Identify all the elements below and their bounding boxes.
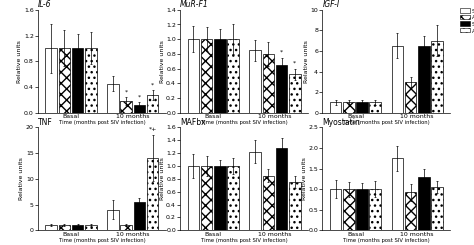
Text: TNF: TNF [38, 118, 53, 127]
Text: *+: *+ [148, 127, 157, 132]
Bar [85, 49, 97, 113]
Y-axis label: Relative units: Relative units [302, 158, 307, 200]
Bar [418, 46, 429, 113]
Bar [289, 182, 301, 230]
Bar [201, 166, 212, 230]
Bar [431, 41, 443, 113]
Text: *: * [151, 82, 154, 87]
Bar [227, 39, 239, 113]
Text: *: * [138, 94, 141, 99]
Bar [405, 82, 416, 113]
Y-axis label: Relative units: Relative units [18, 40, 22, 83]
Bar [249, 152, 261, 230]
Text: MAFbx: MAFbx [180, 118, 206, 127]
Text: MuR-F1: MuR-F1 [180, 0, 209, 9]
Text: *: * [125, 89, 128, 94]
Text: Myostatin: Myostatin [322, 118, 360, 127]
Bar [214, 166, 226, 230]
Bar [59, 49, 70, 113]
X-axis label: Time (months post SIV infection): Time (months post SIV infection) [201, 121, 288, 125]
Legend: Sucrose/SIV-, Alcohol/SIV-, Sucrose/SIV+, Alcohol/SIV+: Sucrose/SIV-, Alcohol/SIV-, Sucrose/SIV+… [459, 7, 474, 34]
Bar [134, 105, 145, 113]
Bar [72, 225, 83, 230]
Bar [392, 46, 403, 113]
Bar [72, 49, 83, 113]
Text: *: * [293, 61, 296, 65]
Bar [85, 225, 97, 230]
Bar [188, 39, 199, 113]
Bar [188, 166, 199, 230]
Bar [343, 189, 355, 230]
Y-axis label: Relative units: Relative units [160, 40, 164, 83]
Bar [227, 166, 239, 230]
Bar [369, 189, 381, 230]
X-axis label: Time (months post SIV infection): Time (months post SIV infection) [343, 121, 430, 125]
Bar [369, 102, 381, 113]
Y-axis label: Relative units: Relative units [304, 40, 309, 83]
Bar [289, 74, 301, 113]
Bar [249, 50, 261, 113]
Bar [120, 225, 132, 230]
Bar [330, 102, 341, 113]
Y-axis label: Relative units: Relative units [160, 158, 164, 200]
Bar [343, 102, 355, 113]
Bar [276, 65, 287, 113]
Bar [356, 102, 368, 113]
Bar [431, 187, 443, 230]
Bar [147, 95, 158, 113]
Bar [201, 39, 212, 113]
Bar [107, 210, 119, 230]
Text: *: * [280, 49, 283, 54]
Bar [263, 176, 274, 230]
Bar [392, 158, 403, 230]
X-axis label: Time (months post SIV infection): Time (months post SIV infection) [58, 238, 146, 243]
Bar [276, 148, 287, 230]
Bar [107, 84, 119, 113]
Bar [263, 54, 274, 113]
Bar [418, 177, 429, 230]
Bar [330, 189, 341, 230]
X-axis label: Time (months post SIV infection): Time (months post SIV infection) [343, 238, 430, 243]
Bar [214, 39, 226, 113]
Bar [46, 49, 57, 113]
Bar [405, 192, 416, 230]
Bar [46, 225, 57, 230]
Bar [120, 101, 132, 113]
Bar [147, 158, 158, 230]
X-axis label: Time (months post SIV infection): Time (months post SIV infection) [58, 121, 146, 125]
Y-axis label: Relative units: Relative units [19, 158, 25, 200]
Text: IGF-I: IGF-I [322, 0, 339, 9]
Text: IL-6: IL-6 [38, 0, 51, 9]
Bar [134, 202, 145, 230]
Bar [356, 189, 368, 230]
X-axis label: Time (months post SIV infection): Time (months post SIV infection) [201, 238, 288, 243]
Bar [59, 225, 70, 230]
